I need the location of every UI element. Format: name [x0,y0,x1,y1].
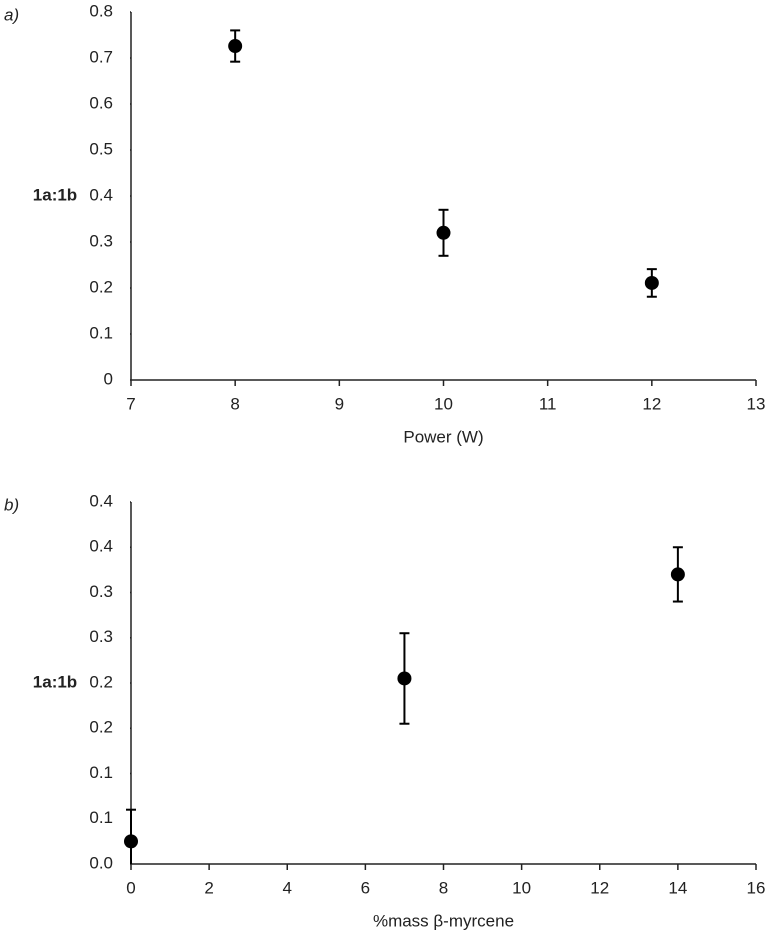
point [397,671,412,686]
x-tick-label: 10 [434,394,453,413]
x-tick-label: 16 [747,878,766,897]
x-axis-label: Power (W) [403,427,483,446]
x-axis-label: %mass β-myrcene [373,911,514,930]
y-tick-label: 0.5 [89,139,113,158]
y-tick-label: 0.0 [89,853,113,872]
y-tick-label: 0.3 [89,231,113,250]
x-tick-label: 9 [335,394,344,413]
x-tick-label: 8 [439,878,448,897]
x-tick-label: 10 [512,878,531,897]
x-tick-label: 2 [204,878,213,897]
y-tick-label: 0.4 [89,537,113,556]
y-tick-label: 0.7 [89,47,113,66]
x-tick-label: 6 [361,878,370,897]
y-tick-label: 0.3 [89,627,113,646]
point [228,39,243,54]
y-axis-label: 1a:1b [33,672,77,691]
x-tick-label: 11 [539,394,557,413]
y-tick-label: 0.2 [89,672,113,691]
panel-label: b) [4,495,19,514]
y-tick-label: 0.1 [89,323,113,342]
y-tick-label: 0 [104,369,113,388]
x-tick-label: 7 [126,394,135,413]
x-tick-label: 12 [642,394,661,413]
y-tick-label: 0.1 [89,808,113,827]
point [124,834,138,849]
y-tick-label: 0.8 [89,1,113,20]
x-tick-label: 0 [126,878,135,897]
x-tick-label: 13 [747,394,766,413]
y-tick-label: 0.3 [89,582,113,601]
panel-label: a) [4,5,19,24]
plot-area [230,29,657,298]
y-axis-label: 1a:1b [33,185,77,204]
plot-area [126,546,683,864]
point [644,275,659,290]
x-tick-label: 4 [283,878,292,897]
y-tick-label: 0.2 [89,277,113,296]
point [436,225,451,240]
y-tick-label: 0.6 [89,93,113,112]
y-tick-label: 0.4 [89,185,113,204]
point [670,567,685,582]
y-tick-label: 0.4 [89,491,113,510]
x-tick-label: 14 [668,878,687,897]
x-tick-label: 8 [230,394,239,413]
x-tick-label: 12 [590,878,609,897]
y-tick-label: 0.2 [89,718,113,737]
y-tick-label: 0.1 [89,763,113,782]
